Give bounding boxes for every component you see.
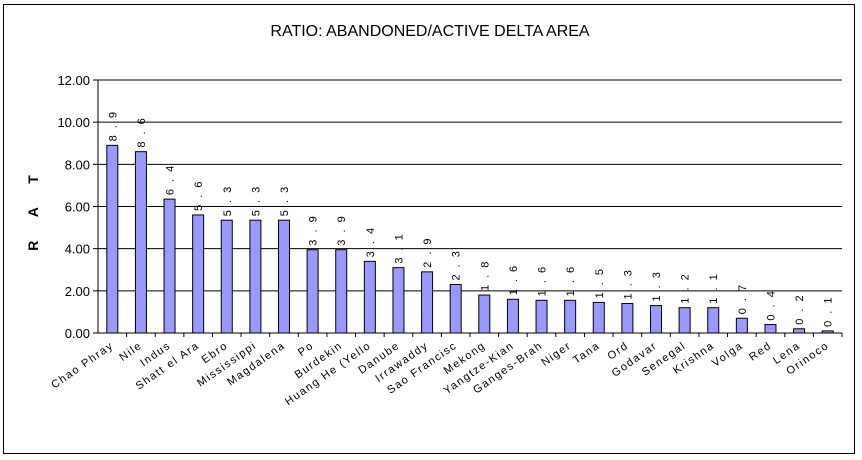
data-label: 5 . 3 [222,185,234,216]
bar [192,214,205,334]
data-label: 3 . 1 [393,232,405,263]
data-label: 5 . 3 [250,185,262,216]
bar [707,307,720,334]
data-label: 6 . 4 [165,164,177,195]
bar [106,144,119,334]
y-tick-label: 10.00 [57,115,90,130]
bar [363,260,376,334]
data-label: 2 . 9 [422,236,434,267]
bar [392,267,405,334]
bar [163,198,176,334]
data-label: 8 . 6 [136,116,148,147]
data-label: 5 . 6 [193,180,205,211]
data-label: 3 . 9 [336,214,348,245]
bar [592,301,605,334]
y-axis-label: R A T [25,165,41,251]
bar [564,299,577,334]
category-label: Tana [571,340,602,367]
data-label: 0 . 4 [765,289,777,320]
y-tick-label: 12.00 [57,73,90,88]
bar [220,219,233,334]
bar [134,151,147,334]
bar [535,299,548,334]
data-label: 3 . 9 [308,214,320,245]
bar [764,324,777,334]
chart-title: RATIO: ABANDONED/ACTIVE DELTA AREA [270,23,590,40]
data-label: 2 . 3 [451,249,463,280]
y-tick-label: 4.00 [65,242,90,257]
data-label: 5 . 3 [279,185,291,216]
data-label: 1 . 1 [708,272,720,303]
data-label: 1 . 8 [479,260,491,291]
bar [735,317,748,334]
bar [449,284,462,334]
bar [793,328,806,334]
data-label: 1 . 5 [594,267,606,298]
category-label: Niger [539,340,574,369]
category-label: Volga [710,340,746,370]
bar [421,271,434,334]
bar [678,307,691,334]
data-label: 1 . 3 [622,268,634,299]
bar [478,294,491,334]
bar [621,302,634,334]
bar [506,298,519,334]
data-label: 1 . 6 [537,265,549,296]
bar [650,305,662,334]
data-label: 8 . 9 [107,110,119,141]
data-label: 0 . 2 [794,293,806,324]
data-label: 0 . 1 [823,295,835,326]
data-label: 1 . 6 [508,264,520,295]
category-label: Red [747,340,774,364]
data-label: 0 . 7 [737,283,749,314]
data-label: 1 . 3 [651,270,663,301]
y-tick-label: 0.00 [65,326,90,341]
bar [335,249,348,334]
bar [278,219,290,334]
category-label: Chao Phray [49,340,116,392]
data-label: 3 . 4 [365,226,377,257]
y-tick-label: 6.00 [65,200,90,215]
y-tick-label: 8.00 [65,157,90,172]
data-label: 1 . 6 [565,265,577,296]
bar [306,249,319,334]
y-tick-label: 2.00 [65,284,90,299]
bar [249,219,262,334]
data-label: 1 . 2 [680,272,692,303]
